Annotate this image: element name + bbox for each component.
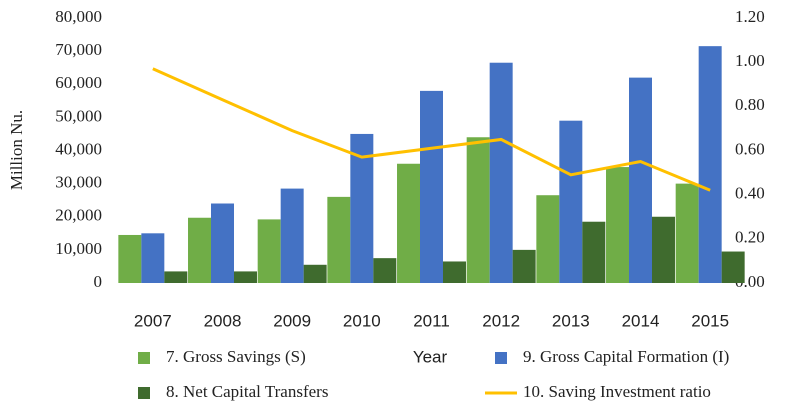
bar — [466, 137, 490, 283]
bar — [442, 261, 466, 283]
y2-tick-label: 0.20 — [735, 228, 765, 247]
bar — [350, 133, 374, 283]
bar — [303, 264, 327, 283]
legend-label: 9. Gross Capital Formation (I) — [523, 347, 729, 366]
bar — [512, 249, 536, 283]
bar — [188, 217, 212, 283]
bar — [721, 251, 745, 283]
y-tick-label: 10,000 — [55, 239, 102, 258]
bar — [489, 62, 513, 283]
bar — [257, 219, 281, 283]
bar — [536, 195, 560, 283]
bar — [327, 196, 351, 283]
bar — [651, 216, 675, 283]
legend-label: 8. Net Capital Transfers — [166, 382, 328, 401]
bar — [164, 271, 188, 283]
bar — [420, 90, 443, 283]
x-tick-label: 2008 — [204, 311, 242, 330]
bar — [118, 234, 142, 283]
x-tick-label: 2013 — [552, 311, 590, 330]
legend-label: 10. Saving Investment ratio — [523, 382, 711, 401]
y-tick-label: 60,000 — [55, 73, 102, 92]
bar — [675, 183, 699, 283]
legend-swatch — [138, 352, 150, 364]
bar — [582, 221, 606, 283]
line — [152, 67, 711, 192]
x-tick-label: 2014 — [622, 311, 660, 330]
y-tick-label: 70,000 — [55, 40, 102, 59]
x-axis-title: Year — [413, 347, 448, 366]
x-tick-label: 2009 — [273, 311, 311, 330]
y-tick-label: 20,000 — [55, 206, 102, 225]
y2-tick-label: 0.80 — [735, 95, 765, 114]
y2-tick-label: 1.00 — [735, 51, 765, 70]
bar — [698, 46, 722, 283]
bar — [397, 163, 421, 283]
legend-swatch — [138, 387, 150, 399]
x-tick-label: 2012 — [482, 311, 520, 330]
x-tick-label: 2010 — [343, 311, 381, 330]
y2-tick-label: 0.40 — [735, 184, 765, 203]
bar — [280, 188, 304, 283]
y-axis-title: Million Nu. — [7, 110, 26, 190]
y-tick-label: 80,000 — [55, 7, 102, 26]
bar — [606, 167, 630, 283]
x-tick-label: 2015 — [691, 311, 729, 330]
y-tick-label: 30,000 — [55, 173, 102, 192]
bar — [141, 233, 165, 283]
y-tick-label: 0 — [94, 272, 103, 291]
legend-swatch — [495, 352, 507, 364]
y2-tick-label: 1.20 — [735, 7, 765, 26]
bar — [233, 271, 257, 283]
bar — [211, 203, 234, 283]
bar — [559, 120, 583, 283]
x-tick-label: 2007 — [134, 311, 172, 330]
y2-tick-label: 0.60 — [735, 139, 765, 158]
y-tick-label: 50,000 — [55, 106, 102, 125]
legend-label: 7. Gross Savings (S) — [166, 347, 306, 366]
y-tick-label: 40,000 — [55, 139, 102, 158]
bar — [629, 77, 652, 283]
x-tick-label: 2011 — [413, 311, 450, 330]
bar — [373, 258, 397, 283]
